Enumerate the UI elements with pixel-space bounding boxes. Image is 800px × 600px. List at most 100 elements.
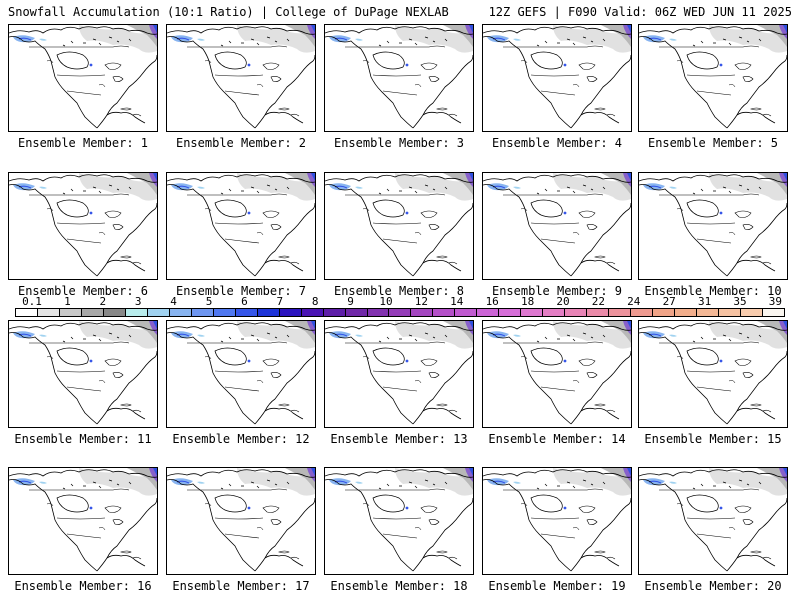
- ensemble-map-panel: [324, 24, 474, 132]
- colorbar-swatch: [587, 309, 610, 316]
- ensemble-map-panel: [166, 467, 316, 575]
- ensemble-map-panel: [482, 172, 632, 280]
- ensemble-member-caption: Ensemble Member: 13: [330, 432, 468, 446]
- north-america-map: [639, 25, 787, 131]
- north-america-map: [639, 321, 787, 427]
- ensemble-member-caption: Ensemble Member: 9: [491, 284, 623, 298]
- ensemble-map-panel: [482, 320, 632, 428]
- ensemble-member-caption: Ensemble Member: 11: [14, 432, 152, 446]
- ensemble-member-caption: Ensemble Member: 14: [488, 432, 626, 446]
- ensemble-member-caption: Ensemble Member: 1: [17, 136, 149, 150]
- colorbar-swatch: [565, 309, 588, 316]
- colorbar-swatch: [257, 309, 280, 316]
- colorbar-tick-label: 7: [276, 295, 284, 308]
- colorbar-tick-label: 1: [64, 295, 71, 308]
- colorbar-swatch: [521, 309, 544, 316]
- colorbar-swatch: [499, 309, 522, 316]
- ensemble-map-panel: [166, 320, 316, 428]
- colorbar-tick-label: 6: [241, 295, 248, 308]
- ensemble-map-panel: [638, 467, 788, 575]
- ensemble-map-panel: [482, 467, 632, 575]
- north-america-map: [483, 25, 631, 131]
- colorbar-swatch: [477, 309, 500, 316]
- ensemble-member-caption: Ensemble Member: 18: [330, 579, 468, 593]
- snowfall-colorbar: [15, 308, 785, 317]
- colorbar-tick-label: 39: [768, 295, 783, 308]
- colorbar-swatch: [279, 309, 302, 316]
- ensemble-member-caption: Ensemble Member: 19: [488, 579, 626, 593]
- ensemble-map-panel: [324, 467, 474, 575]
- colorbar-swatch: [301, 309, 324, 316]
- colorbar-swatch: [169, 309, 192, 316]
- colorbar-tick-label: 35: [733, 295, 747, 308]
- colorbar-tick-label: 31: [697, 295, 712, 308]
- colorbar-tick-label: 27: [662, 295, 676, 308]
- colorbar-swatch: [740, 309, 763, 316]
- north-america-map: [325, 468, 473, 574]
- ensemble-map-panel: [8, 467, 158, 575]
- ensemble-map-panel: [638, 172, 788, 280]
- ensemble-map-panel: [8, 24, 158, 132]
- colorbar-tick-label: 20: [556, 295, 570, 308]
- colorbar-tick-label: 24: [627, 295, 641, 308]
- colorbar-swatch: [697, 309, 719, 316]
- north-america-map: [9, 468, 157, 574]
- north-america-map: [167, 321, 315, 427]
- colorbar-swatch: [631, 309, 654, 316]
- ensemble-member-caption: Ensemble Member: 10: [644, 284, 782, 298]
- ensemble-member-caption: Ensemble Member: 2: [175, 136, 307, 150]
- ensemble-member-caption: Ensemble Member: 6: [17, 284, 149, 298]
- colorbar-swatch: [235, 309, 258, 316]
- north-america-map: [167, 173, 315, 279]
- colorbar-tick-label: 2: [99, 295, 107, 308]
- colorbar-swatch: [81, 309, 104, 316]
- ensemble-member-caption: Ensemble Member: 20: [644, 579, 782, 593]
- colorbar-tick-label: 10: [379, 295, 393, 308]
- north-america-map: [167, 468, 315, 574]
- ensemble-member-caption: Ensemble Member: 3: [333, 136, 465, 150]
- colorbar-swatch: [455, 309, 478, 316]
- colorbar-tick-label: 8: [311, 295, 319, 308]
- colorbar-swatch: [433, 309, 456, 316]
- colorbar-swatch: [543, 309, 566, 316]
- colorbar-swatch: [59, 309, 82, 316]
- colorbar-swatch: [125, 309, 148, 316]
- ensemble-map-panel: [166, 24, 316, 132]
- north-america-map: [167, 25, 315, 131]
- colorbar-swatch: [411, 309, 434, 316]
- colorbar-swatch: [16, 309, 38, 316]
- model-valid-time: 12Z GEFS | F090 Valid: 06Z WED JUN 11 20…: [488, 5, 792, 19]
- colorbar-swatch: [762, 309, 784, 316]
- north-america-map: [9, 321, 157, 427]
- ensemble-map-panel: [324, 172, 474, 280]
- colorbar-swatch: [719, 309, 741, 316]
- north-america-map: [639, 173, 787, 279]
- ensemble-map-panel: [638, 24, 788, 132]
- north-america-map: [325, 25, 473, 131]
- north-america-map: [9, 25, 157, 131]
- ensemble-member-caption: Ensemble Member: 15: [644, 432, 782, 446]
- north-america-map: [639, 468, 787, 574]
- colorbar-tick-label: 5: [205, 295, 213, 308]
- colorbar-swatch: [389, 309, 412, 316]
- colorbar-swatch: [147, 309, 170, 316]
- ensemble-member-caption: Ensemble Member: 16: [14, 579, 152, 593]
- north-america-map: [483, 321, 631, 427]
- ensemble-map-panel: [638, 320, 788, 428]
- colorbar-tick-label: 12: [414, 295, 429, 308]
- colorbar-tick-label: 4: [170, 295, 177, 308]
- colorbar-swatch: [367, 309, 390, 316]
- colorbar-swatch: [675, 309, 698, 316]
- colorbar-swatch: [609, 309, 632, 316]
- colorbar-swatch: [323, 309, 346, 316]
- map-title: Snowfall Accumulation (10:1 Ratio) | Col…: [8, 5, 449, 19]
- colorbar-tick-label: 14: [450, 295, 464, 308]
- colorbar-swatch: [103, 309, 126, 316]
- colorbar-tick-label: 18: [520, 295, 535, 308]
- ensemble-map-panel: [8, 172, 158, 280]
- colorbar-swatch: [653, 309, 676, 316]
- colorbar-tick-label: 16: [485, 295, 499, 308]
- north-america-map: [325, 321, 473, 427]
- ensemble-member-caption: Ensemble Member: 5: [647, 136, 779, 150]
- colorbar-tick-label: 9: [347, 295, 354, 308]
